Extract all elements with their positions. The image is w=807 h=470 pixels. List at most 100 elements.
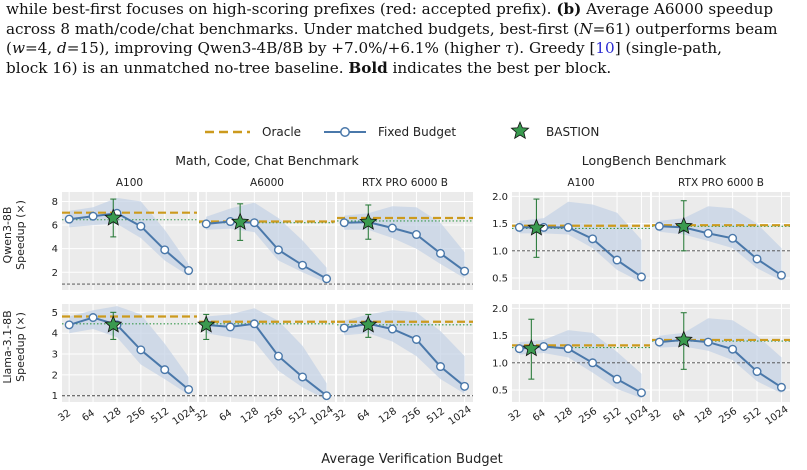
- fixed-budget-point: [387, 324, 397, 334]
- y-tick-label: 3: [52, 350, 58, 361]
- fixed-budget-point: [322, 274, 332, 284]
- x-tick-label: 32: [56, 408, 73, 424]
- fixed-budget-point: [460, 266, 470, 276]
- bastion-star: [104, 208, 123, 226]
- x-tick-label: 256: [125, 406, 147, 426]
- fixed-budget-point: [752, 367, 762, 377]
- y-tick-label: 8: [52, 197, 58, 208]
- y-tick-label: 5: [52, 308, 58, 319]
- fixed-budget-point: [728, 344, 738, 354]
- fixed-budget-point: [588, 358, 598, 368]
- y-tick-label: 0.5: [492, 274, 508, 285]
- x-tick-label: 32: [193, 408, 210, 424]
- variance-band: [69, 306, 189, 395]
- row-label-llama: Llama-3.1-8B: [1, 310, 14, 383]
- fixed-budget-point: [136, 345, 146, 355]
- fixed-budget-point: [249, 218, 259, 228]
- bastion-star: [231, 212, 250, 230]
- y-tick-label: 4: [52, 244, 58, 255]
- panel-llama-3.1-8b-rtx-pro-6000-b: 32 64 128 256 512 1024: [647, 304, 791, 428]
- bastion-star: [522, 339, 541, 357]
- legend-fixed-marker: [340, 127, 350, 137]
- legend: Oracle Fixed Budget BASTION: [205, 120, 599, 140]
- row-ylabel-qwen: Speedup (×): [14, 200, 27, 270]
- fixed-budget-point: [728, 233, 738, 243]
- y-tick-label: 2.0: [492, 304, 508, 315]
- column-title: A6000: [250, 177, 284, 189]
- fixed-budget-point: [776, 270, 786, 280]
- citation-link[interactable]: 10: [595, 39, 615, 58]
- legend-fixed-label: Fixed Budget: [378, 125, 456, 139]
- row-ylabel-llama: Speedup (×): [14, 312, 27, 382]
- y-tick-label: 2: [52, 268, 58, 279]
- caption-line-2: across 8 math/code/chat benchmarks. Unde…: [6, 19, 778, 38]
- caption-line-3: (w=4, d=15), improving Qwen3-4B/8B by +7…: [6, 39, 723, 58]
- variance-band: [519, 201, 642, 283]
- y-tick-label: 1: [52, 391, 58, 402]
- panel-llama-3.1-8b-a100: 0.51.01.52.032 64 128 256 512 1024: [492, 304, 651, 428]
- fixed-budget-point: [184, 384, 194, 394]
- fixed-budget-point: [273, 245, 283, 255]
- fixed-budget-point: [298, 372, 308, 382]
- x-tick-label: 128: [377, 406, 399, 426]
- fixed-budget-point: [776, 382, 786, 392]
- fixed-budget-point: [460, 381, 470, 391]
- fixed-budget-point: [88, 211, 98, 221]
- bastion-star: [104, 315, 123, 333]
- y-tick-label: 1.5: [492, 331, 508, 342]
- fixed-budget-point: [64, 214, 74, 224]
- fixed-budget-point: [201, 219, 211, 229]
- fixed-budget-point: [514, 344, 524, 354]
- variance-band: [344, 310, 465, 394]
- x-tick-label: 512: [287, 406, 309, 426]
- fixed-budget-point: [322, 391, 332, 401]
- y-tick-label: 1.5: [492, 219, 508, 230]
- fixed-budget-point: [703, 337, 713, 347]
- fixed-budget-point: [436, 248, 446, 258]
- variance-band: [206, 308, 327, 400]
- fixed-budget-point: [636, 388, 646, 398]
- figure-caption: while best-first focuses on high-scoring…: [6, 0, 802, 78]
- x-tick-label: 64: [217, 408, 234, 424]
- x-tick-label: 32: [507, 408, 524, 424]
- fixed-budget-point: [563, 344, 573, 354]
- fixed-budget-point: [160, 245, 170, 255]
- fixed-budget-point: [612, 255, 622, 265]
- panel-qwen3-8b-a100: 0.5 1.0 1.5 2.0 A100: [492, 177, 650, 290]
- x-tick-label: 512: [425, 406, 447, 426]
- fixed-budget-point: [436, 362, 446, 372]
- fixed-budget-point: [298, 260, 308, 270]
- y-tick-label: 1.0: [492, 358, 508, 369]
- fixed-budget-point: [563, 222, 573, 232]
- x-axis-label: Average Verification Budget: [321, 452, 502, 467]
- x-tick-label: 32: [647, 408, 664, 424]
- column-title: RTX PRO 6000 B: [362, 177, 448, 189]
- caption-line-4: block 16) is an unmatched no-tree baseli…: [6, 58, 612, 77]
- y-tick-label: 2.0: [492, 192, 508, 203]
- y-tick-label: 0.5: [492, 386, 508, 397]
- legend-oracle-label: Oracle: [262, 125, 301, 139]
- panel-qwen3-8b-rtx-pro-6000-b: RTX PRO 6000 B: [337, 177, 473, 290]
- fixed-budget-point: [411, 230, 421, 240]
- x-tick-label: 1024: [447, 404, 474, 428]
- fixed-budget-point: [654, 337, 664, 347]
- y-tick-label: 1.0: [492, 246, 508, 257]
- column-title: RTX PRO 6000 B: [678, 177, 764, 189]
- x-tick-label: 128: [239, 406, 261, 426]
- panel-qwen3-8b-rtx-pro-6000-b: RTX PRO 6000 B: [652, 177, 790, 290]
- fixed-budget-point: [411, 334, 421, 344]
- bastion-star: [359, 315, 378, 333]
- fixed-budget-point: [539, 341, 549, 351]
- group-title-longbench: LongBench Benchmark: [582, 153, 727, 168]
- x-tick-label: 512: [602, 406, 624, 426]
- column-title: A100: [567, 177, 594, 189]
- fixed-budget-point: [64, 320, 74, 330]
- fixed-budget-point: [588, 234, 598, 244]
- panel-grid: 2 4 6 8 A100 A6000 RTX PRO 6000 B 0.5 1.0 1.5 2.0 A…: [52, 177, 791, 428]
- x-tick-label: 256: [577, 406, 599, 426]
- fixed-budget-point: [88, 313, 98, 323]
- fixed-budget-point: [339, 218, 349, 228]
- x-tick-label: 64: [531, 408, 548, 424]
